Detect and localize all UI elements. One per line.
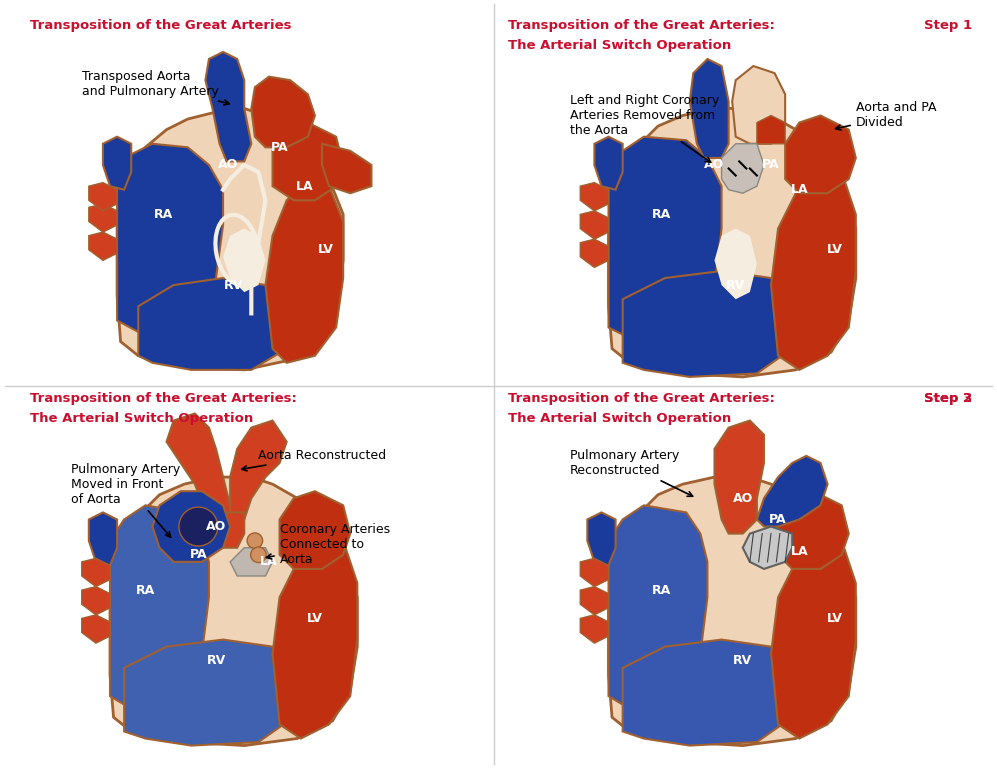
Circle shape [247, 533, 262, 548]
Polygon shape [715, 229, 757, 300]
Polygon shape [223, 229, 265, 292]
Polygon shape [715, 421, 764, 534]
Text: RV: RV [206, 654, 225, 667]
Polygon shape [89, 183, 117, 211]
Text: RV: RV [224, 279, 243, 292]
Polygon shape [89, 512, 117, 565]
Polygon shape [580, 239, 608, 267]
Polygon shape [743, 527, 793, 569]
Polygon shape [272, 534, 357, 739]
Polygon shape [166, 413, 230, 527]
Polygon shape [580, 558, 608, 587]
Text: Step 3: Step 3 [924, 392, 972, 405]
Polygon shape [230, 421, 287, 519]
Text: AO: AO [205, 520, 226, 533]
Text: Transposed Aorta
and Pulmonary Artery: Transposed Aorta and Pulmonary Artery [82, 70, 229, 105]
Polygon shape [110, 477, 357, 746]
Text: RA: RA [652, 208, 671, 221]
Text: Transposition of the Great Arteries: Transposition of the Great Arteries [30, 19, 291, 32]
Polygon shape [580, 183, 608, 211]
Text: RA: RA [652, 584, 671, 597]
Text: Aorta Reconstructed: Aorta Reconstructed [241, 449, 387, 471]
Text: LV: LV [318, 243, 333, 257]
Text: AO: AO [733, 492, 753, 505]
Text: PA: PA [271, 141, 288, 154]
Text: Transposition of the Great Arteries:: Transposition of the Great Arteries: [508, 19, 776, 32]
Polygon shape [757, 456, 828, 527]
Polygon shape [580, 587, 608, 615]
Polygon shape [608, 477, 855, 746]
Text: PA: PA [770, 513, 787, 526]
Text: Coronary Arteries
Connected to
Aorta: Coronary Arteries Connected to Aorta [266, 523, 390, 566]
Text: LA: LA [260, 555, 278, 568]
Text: PA: PA [763, 158, 780, 171]
Polygon shape [732, 66, 786, 144]
Text: LA: LA [791, 184, 809, 196]
Polygon shape [117, 144, 223, 342]
Text: LA: LA [791, 545, 809, 558]
Polygon shape [205, 52, 251, 161]
Polygon shape [580, 615, 608, 643]
Text: LV: LV [307, 612, 323, 625]
Polygon shape [279, 492, 350, 569]
Polygon shape [757, 115, 786, 144]
Polygon shape [117, 108, 343, 370]
Text: Transposition of the Great Arteries:: Transposition of the Great Arteries: [30, 392, 297, 405]
Polygon shape [82, 587, 110, 615]
Polygon shape [139, 278, 287, 370]
Polygon shape [623, 271, 793, 377]
Text: Aorta and PA
Divided: Aorta and PA Divided [835, 101, 936, 130]
Polygon shape [82, 558, 110, 587]
Polygon shape [89, 232, 117, 260]
Polygon shape [608, 108, 855, 377]
Text: PA: PA [189, 548, 207, 561]
Text: The Arterial Switch Operation: The Arterial Switch Operation [508, 39, 732, 52]
Text: Transposition of the Great Arteries:: Transposition of the Great Arteries: [508, 392, 776, 405]
Polygon shape [778, 492, 848, 569]
Polygon shape [251, 77, 315, 147]
Polygon shape [580, 211, 608, 239]
Polygon shape [125, 640, 294, 746]
Text: The Arterial Switch Operation: The Arterial Switch Operation [30, 412, 253, 425]
Polygon shape [322, 144, 372, 194]
Polygon shape [110, 505, 209, 717]
Polygon shape [153, 492, 230, 562]
Polygon shape [209, 512, 244, 548]
Polygon shape [771, 165, 855, 370]
Text: RA: RA [136, 584, 155, 597]
Polygon shape [82, 615, 110, 643]
Polygon shape [771, 534, 855, 739]
Text: Left and Right Coronary
Arteries Removed from
the Aorta: Left and Right Coronary Arteries Removed… [569, 94, 719, 162]
Text: RV: RV [733, 654, 753, 667]
Polygon shape [608, 505, 708, 717]
Polygon shape [272, 123, 343, 200]
Circle shape [178, 507, 217, 546]
Text: RA: RA [154, 208, 172, 221]
Text: Step 2: Step 2 [924, 392, 972, 405]
Text: LV: LV [827, 243, 842, 257]
Polygon shape [690, 59, 729, 158]
Polygon shape [608, 137, 722, 349]
Polygon shape [103, 137, 132, 190]
Circle shape [250, 547, 266, 563]
Text: AO: AO [704, 158, 725, 171]
Text: The Arterial Switch Operation: The Arterial Switch Operation [508, 412, 732, 425]
Text: RV: RV [726, 279, 746, 292]
Polygon shape [587, 512, 615, 565]
Text: AO: AO [218, 158, 238, 171]
Text: Pulmonary Artery
Reconstructed: Pulmonary Artery Reconstructed [569, 449, 693, 496]
Text: LA: LA [295, 180, 313, 193]
Polygon shape [89, 204, 117, 232]
Polygon shape [594, 137, 623, 190]
Text: Step 1: Step 1 [924, 19, 972, 32]
Text: LV: LV [827, 612, 842, 625]
Polygon shape [265, 179, 343, 362]
Polygon shape [722, 144, 764, 194]
Polygon shape [786, 115, 855, 194]
Polygon shape [230, 548, 272, 576]
Polygon shape [623, 640, 793, 746]
Text: Pulmonary Artery
Moved in Front
of Aorta: Pulmonary Artery Moved in Front of Aorta [71, 463, 180, 537]
